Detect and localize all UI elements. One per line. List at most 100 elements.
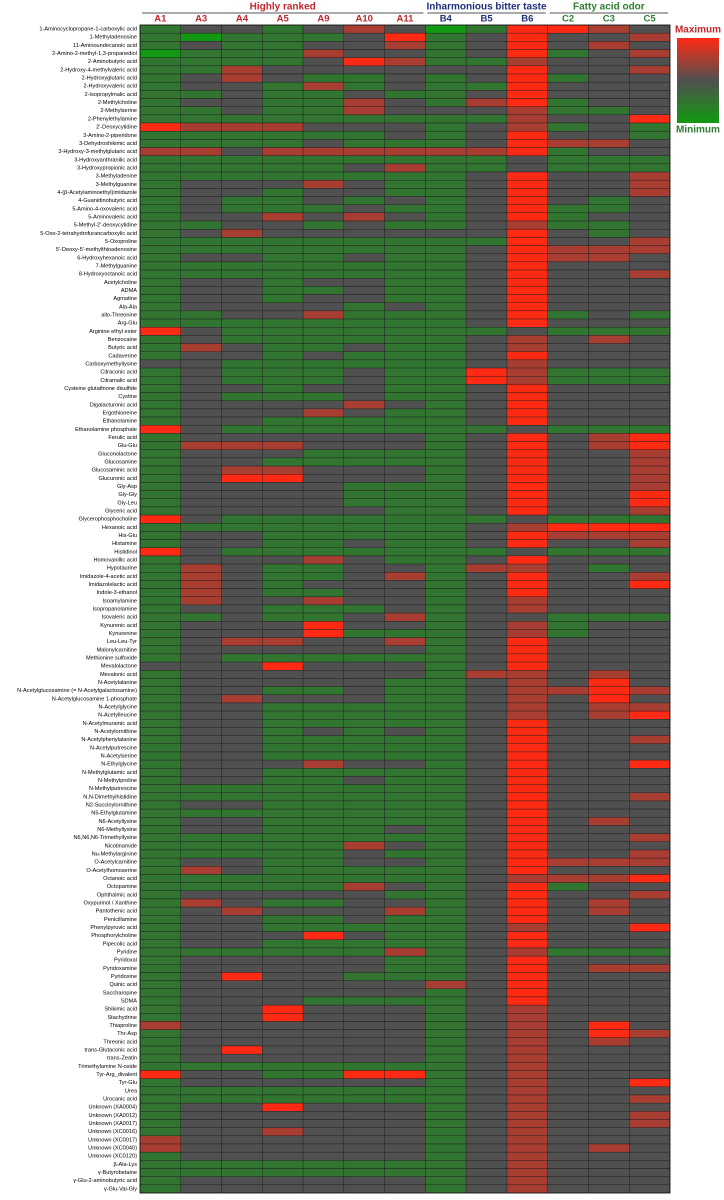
heatmap-cell: [506, 857, 548, 867]
row-label: Isovaleric acid: [102, 615, 137, 621]
heatmap-cell: [425, 710, 467, 720]
heatmap-cell: [343, 808, 385, 818]
heatmap-cell: [180, 327, 222, 336]
heatmap-cell: [547, 1168, 589, 1177]
heatmap-cell: [629, 1078, 671, 1088]
row-label: 2-Aminobutyric acid: [88, 59, 137, 65]
heatmap-cell: [343, 130, 385, 140]
heatmap-cell: [384, 719, 426, 728]
heatmap-cell: [629, 596, 671, 606]
heatmap-cell: [629, 792, 671, 802]
heatmap-cell: [506, 57, 548, 67]
heatmap-cell: [465, 727, 508, 736]
heatmap-cell: [262, 1070, 304, 1079]
heatmap-cell: [180, 269, 222, 279]
heatmap-cell: [343, 694, 385, 704]
heatmap-cell: [180, 1102, 222, 1112]
heatmap-cell: [139, 1119, 181, 1128]
heatmap-cell: [302, 90, 345, 99]
heatmap-cell: [506, 947, 548, 957]
heatmap-cell: [343, 269, 385, 279]
heatmap-cell: [629, 49, 671, 58]
heatmap-cell: [139, 1127, 181, 1137]
row-label: 1-Methyladenosine: [90, 35, 137, 41]
heatmap-cell: [506, 212, 548, 222]
heatmap-cell: [221, 171, 263, 181]
heatmap-cell: [180, 212, 222, 222]
heatmap-cell: [465, 408, 508, 418]
heatmap-cell: [465, 972, 508, 981]
heatmap-cell: [302, 425, 345, 434]
heatmap-cell: [139, 621, 181, 630]
heatmap-cell: [506, 645, 548, 655]
heatmap-cell: [343, 367, 385, 377]
heatmap-cell: [465, 939, 508, 949]
heatmap-cell: [425, 849, 467, 859]
heatmap-cell: [302, 759, 345, 769]
heatmap-cell: [343, 1013, 385, 1022]
heatmap-cell: [302, 514, 345, 524]
heatmap-cell: [262, 972, 304, 981]
row-label: Octopamine: [107, 884, 137, 890]
heatmap-cell: [343, 457, 385, 467]
row-label: Histidinol: [114, 549, 137, 555]
heatmap-cell: [425, 866, 467, 875]
heatmap-cell: [465, 1004, 508, 1014]
heatmap-cell: [588, 245, 630, 254]
heatmap-cell: [588, 351, 630, 361]
heatmap-cell: [221, 792, 263, 802]
heatmap-cell: [588, 825, 630, 834]
heatmap-cell: [506, 612, 548, 622]
heatmap-cell: [139, 1111, 181, 1120]
heatmap-cell: [139, 204, 181, 214]
heatmap-cell: [629, 416, 671, 426]
heatmap-cell: [425, 1176, 467, 1186]
heatmap-cell: [180, 465, 222, 475]
heatmap-cell: [425, 376, 467, 385]
heatmap-cell: [547, 988, 589, 998]
heatmap-cell: [465, 1143, 508, 1153]
heatmap-cell: [588, 188, 630, 197]
heatmap-cell: [506, 1111, 548, 1120]
heatmap-cell: [343, 1111, 385, 1120]
row-label: Cysteine glutathione disulfide: [64, 386, 137, 392]
heatmap-cell: [221, 1078, 263, 1088]
heatmap-cell: [588, 73, 630, 83]
row-label: N,N-Dimethylhistidine: [83, 794, 137, 800]
heatmap-cell: [588, 784, 630, 793]
heatmap-cell: [425, 245, 467, 254]
heatmap-cell: [302, 563, 345, 573]
heatmap-cell: [588, 32, 630, 42]
heatmap-cell: [343, 898, 385, 908]
heatmap-cell: [629, 457, 671, 467]
heatmap-cell: [425, 996, 467, 1006]
row-label: 11-Aminoundecanoic acid: [73, 43, 137, 49]
heatmap-cell: [139, 416, 181, 426]
heatmap-cell: [139, 359, 181, 369]
row-label: Pyridoxamine: [103, 966, 137, 972]
heatmap-cell: [343, 1135, 385, 1145]
heatmap-cell: [262, 694, 304, 704]
heatmap-cell: [302, 849, 345, 859]
heatmap-cell: [588, 661, 630, 671]
heatmap-cell: [465, 294, 508, 303]
heatmap-cell: [629, 449, 671, 459]
heatmap-cell: [547, 490, 589, 499]
heatmap-cell: [547, 1029, 589, 1039]
heatmap-cell: [180, 449, 222, 459]
heatmap-cell: [343, 1004, 385, 1014]
heatmap-cell: [629, 604, 671, 614]
heatmap-cell: [221, 1004, 263, 1014]
heatmap-cell: [384, 49, 426, 58]
heatmap-cell: [302, 286, 345, 295]
heatmap-cell: [139, 1160, 181, 1169]
heatmap-cell: [629, 1094, 671, 1104]
heatmap-cell: [139, 604, 181, 614]
heatmap-cell: [343, 204, 385, 214]
heatmap-cell: [343, 335, 385, 344]
heatmap-cell: [425, 73, 467, 83]
heatmap-cell: [629, 294, 671, 303]
heatmap-cell: [302, 1135, 345, 1145]
heatmap-cell: [465, 32, 508, 42]
heatmap-cell: [262, 367, 304, 377]
